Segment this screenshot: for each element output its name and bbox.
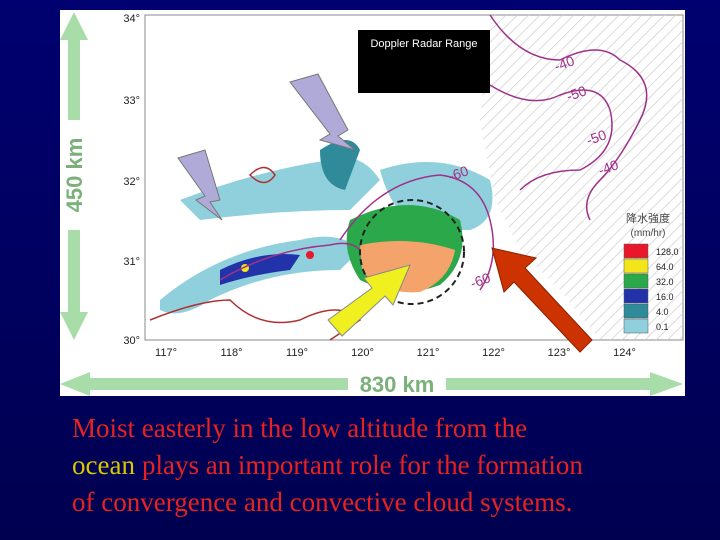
legend-swatch <box>623 303 649 319</box>
contour-label: -60 <box>468 269 493 291</box>
radar-box-label: Doppler Radar Range <box>370 38 478 50</box>
legend-label: 128.0 <box>656 247 679 257</box>
lon-label: 120° <box>351 347 374 359</box>
lat-label: 34° <box>123 13 140 25</box>
lat-label: 32° <box>123 176 140 188</box>
caption-line: Moist easterly in the low altitude from … <box>72 413 528 443</box>
legend-label: 32.0 <box>656 277 674 287</box>
arrow <box>289 73 356 151</box>
arrow <box>327 264 411 337</box>
labels: 34° 33° 32° 31° 30° 117° 118° 119° 120° 121° 122° 1… <box>123 13 678 359</box>
height-label: 450 km <box>62 138 87 213</box>
caption-line: ocean plays an important role for the for… <box>72 447 712 484</box>
lon-label: 119° <box>286 347 308 359</box>
legend-label: 4.0 <box>656 307 669 317</box>
radar-box-text-wrap: Doppler Radar Range <box>370 38 478 50</box>
width-label-bg <box>348 370 446 396</box>
island <box>248 166 276 184</box>
arrow <box>177 149 223 221</box>
lon-label: 124° <box>613 347 636 359</box>
radar-range-circle <box>359 199 465 305</box>
legend-swatch <box>623 288 649 304</box>
coastline <box>149 299 362 341</box>
contour-label: -50 <box>584 126 609 148</box>
legend-swatch <box>623 258 649 274</box>
caption-text: plays an important role for the formatio… <box>141 450 583 480</box>
legend-unit: (mm/hr) <box>631 228 666 239</box>
legend-title: 降水強度 <box>626 211 670 225</box>
contour-label: -40 <box>552 52 577 74</box>
legend-label: 64.0 <box>656 262 674 272</box>
legend-swatch <box>623 273 649 289</box>
lat-label: 33° <box>123 95 140 107</box>
lon-label: 121° <box>417 347 440 359</box>
arrow <box>491 247 593 353</box>
lon-label: 118° <box>221 347 243 359</box>
lon-label: 123° <box>548 347 571 359</box>
contours <box>219 14 648 291</box>
lat-label: 30° <box>123 335 140 347</box>
caption-line: of convergence and convective cloud syst… <box>72 487 573 517</box>
legend-swatch <box>623 243 649 259</box>
height-label-bg <box>60 120 88 230</box>
lon-label: 122° <box>482 347 505 359</box>
contour-label: -50 <box>564 82 589 104</box>
width-label: 830 km <box>360 372 435 397</box>
radar-box <box>358 30 490 93</box>
legend-swatch <box>623 318 649 334</box>
contour-label: -40 <box>596 156 621 178</box>
lat-label: 31° <box>123 256 140 268</box>
lon-label: 117° <box>155 347 177 359</box>
caption-highlight: ocean <box>72 450 135 480</box>
legend-label: 0.1 <box>656 322 669 332</box>
rain-echoes <box>160 140 493 314</box>
map-figure: 830 km 450 km Doppler Radar Range 34° 33°… <box>60 10 685 397</box>
legend-label: 16.0 <box>656 292 674 302</box>
caption: Moist easterly in the low altitude from … <box>72 410 712 521</box>
contour-label: -60 <box>446 162 471 184</box>
